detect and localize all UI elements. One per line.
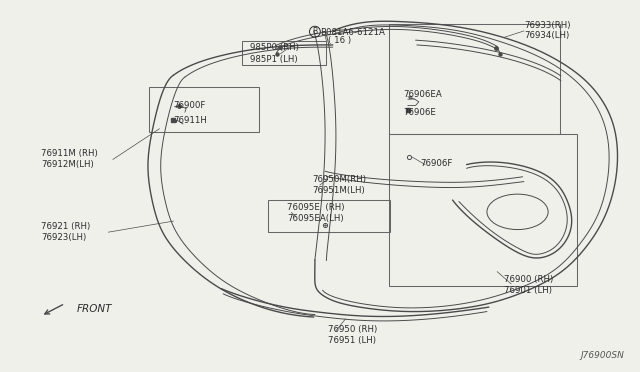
Text: 76911H: 76911H <box>173 116 207 125</box>
Text: ( 16 ): ( 16 ) <box>328 36 351 45</box>
Text: B: B <box>312 27 317 36</box>
Text: 76095EA(LH): 76095EA(LH) <box>287 214 344 223</box>
Text: 76906EA: 76906EA <box>403 90 442 99</box>
Text: 985P1 (LH): 985P1 (LH) <box>250 55 298 64</box>
Text: 76950M(RH): 76950M(RH) <box>312 175 366 184</box>
Text: 76901 (LH): 76901 (LH) <box>504 286 552 295</box>
Text: 76911M (RH): 76911M (RH) <box>41 149 98 158</box>
Text: 76950 (RH): 76950 (RH) <box>328 325 377 334</box>
Text: 76934(LH): 76934(LH) <box>524 31 569 40</box>
Text: J76900SN: J76900SN <box>580 351 625 360</box>
Text: 76933(RH): 76933(RH) <box>524 21 570 30</box>
Bar <box>389 24 559 134</box>
Bar <box>149 87 259 132</box>
Text: FRONT: FRONT <box>77 304 112 314</box>
Text: 76095E  (RH): 76095E (RH) <box>287 203 344 212</box>
Bar <box>243 41 326 65</box>
Text: 76906E: 76906E <box>403 108 436 117</box>
Text: 76921 (RH): 76921 (RH) <box>41 222 90 231</box>
Text: 985P0 (RH): 985P0 (RH) <box>250 43 299 52</box>
Text: 76951M(LH): 76951M(LH) <box>312 186 365 195</box>
Bar <box>389 134 577 286</box>
Bar <box>268 200 390 232</box>
Text: 76923(LH): 76923(LH) <box>41 233 86 242</box>
Text: 76900F: 76900F <box>173 101 206 110</box>
Text: 76900 (RH): 76900 (RH) <box>504 275 553 283</box>
Text: B081A6-6121A: B081A6-6121A <box>320 28 385 37</box>
Text: 76906F: 76906F <box>420 158 453 168</box>
Text: 76951 (LH): 76951 (LH) <box>328 336 376 345</box>
Text: 76912M(LH): 76912M(LH) <box>41 160 93 169</box>
